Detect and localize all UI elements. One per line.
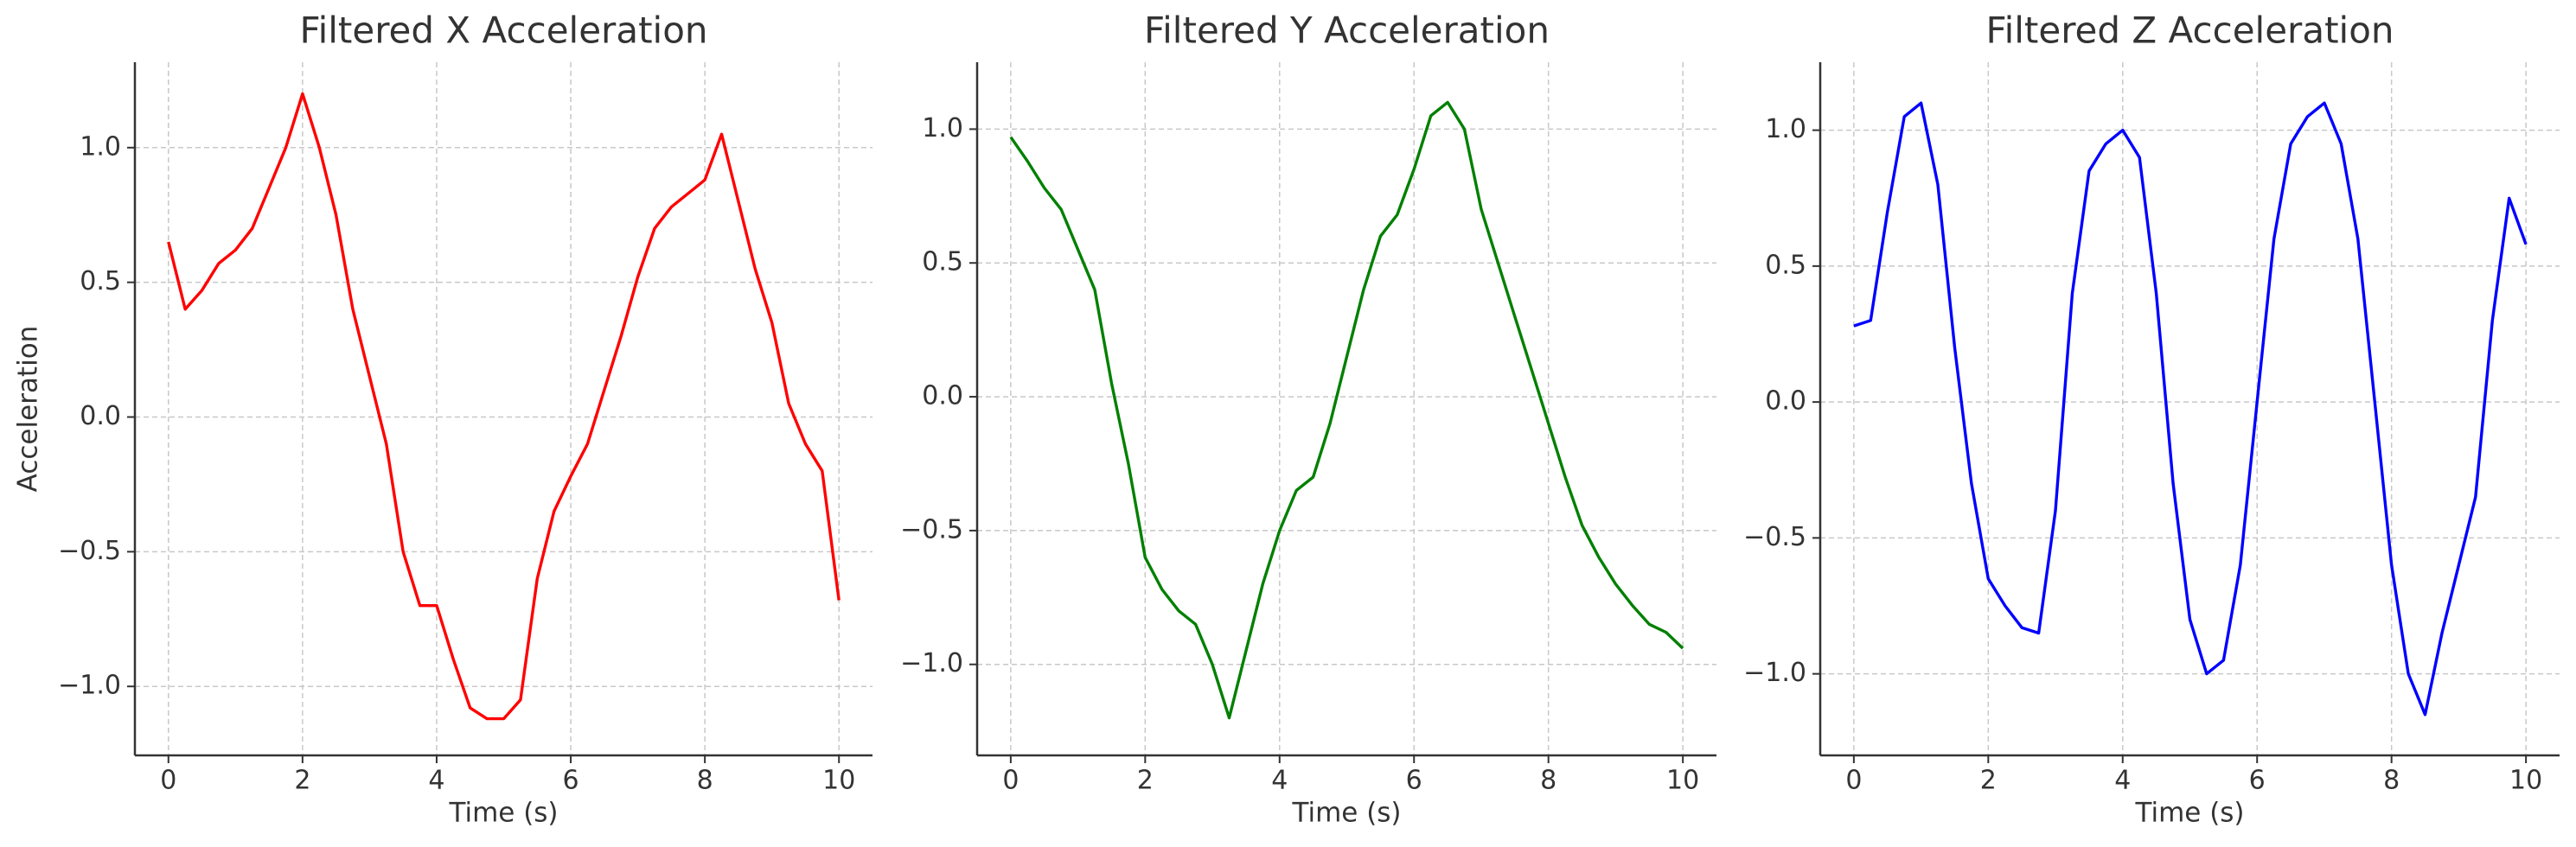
x-axis-label: Time (s) [1291, 798, 1401, 829]
x-tick-label: 6 [1406, 766, 1422, 796]
x-tick-label: 4 [428, 766, 444, 796]
data-line [1009, 100, 1684, 720]
y-tick-label: −1.0 [58, 671, 121, 701]
data-line [167, 92, 841, 721]
chart-title: Filtered Z Acceleration [1985, 10, 2394, 52]
x-tick-label: 10 [2509, 766, 2542, 796]
y-tick-label: 0.5 [1765, 250, 1806, 280]
x-tick-label: 2 [294, 766, 310, 796]
x-tick-label: 0 [160, 766, 176, 796]
y-tick-label: 1.0 [1765, 114, 1806, 144]
y-tick-label: 0.0 [80, 401, 121, 431]
chart-title: Filtered X Acceleration [299, 10, 707, 52]
x-tick-label: 0 [1845, 766, 1862, 796]
x-tick-label: 4 [2114, 766, 2131, 796]
data-line [1853, 101, 2528, 716]
x-tick-label: 6 [2249, 766, 2266, 796]
x-axis-label: Time (s) [448, 798, 558, 829]
y-tick-label: −1.0 [900, 648, 963, 678]
y-tick-label: 0.0 [922, 381, 963, 411]
x-axis-label: Time (s) [2134, 798, 2244, 829]
y-tick-label: 0.5 [922, 247, 963, 277]
x-tick-label: 10 [822, 766, 855, 796]
x-tick-label: 8 [2383, 766, 2400, 796]
y-axis-label: Acceleration [13, 326, 44, 493]
y-tick-label: 0.5 [80, 266, 121, 296]
y-tick-label: 0.0 [1765, 386, 1806, 417]
chart-title: Filtered Y Acceleration [1144, 10, 1550, 52]
y-tick-label: 1.0 [80, 131, 121, 162]
y-tick-label: −0.5 [900, 514, 963, 544]
x-tick-label: 0 [1002, 766, 1019, 796]
x-tick-label: 8 [697, 766, 713, 796]
x-tick-label: 10 [1666, 766, 1699, 796]
y-tick-label: −1.0 [1743, 658, 1806, 688]
y-tick-label: 1.0 [922, 113, 963, 143]
x-tick-label: 2 [1980, 766, 1997, 796]
y-tick-label: −0.5 [1743, 522, 1806, 552]
x-tick-label: 6 [562, 766, 578, 796]
x-tick-label: 4 [1271, 766, 1288, 796]
y-tick-label: −0.5 [58, 536, 121, 566]
x-tick-label: 2 [1137, 766, 1154, 796]
x-tick-label: 8 [1540, 766, 1556, 796]
